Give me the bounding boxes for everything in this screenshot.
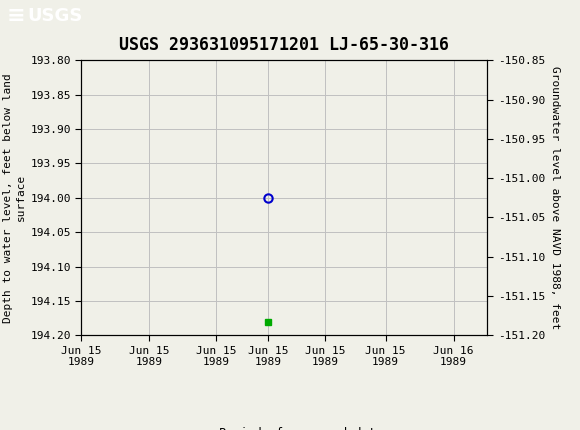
Y-axis label: Groundwater level above NAVD 1988, feet: Groundwater level above NAVD 1988, feet bbox=[550, 66, 560, 329]
Text: ≡: ≡ bbox=[7, 6, 26, 26]
Y-axis label: Depth to water level, feet below land
surface: Depth to water level, feet below land su… bbox=[3, 73, 26, 322]
Title: USGS 293631095171201 LJ-65-30-316: USGS 293631095171201 LJ-65-30-316 bbox=[119, 37, 449, 55]
Text: USGS: USGS bbox=[28, 7, 83, 25]
Legend: Period of approved data: Period of approved data bbox=[181, 423, 387, 430]
